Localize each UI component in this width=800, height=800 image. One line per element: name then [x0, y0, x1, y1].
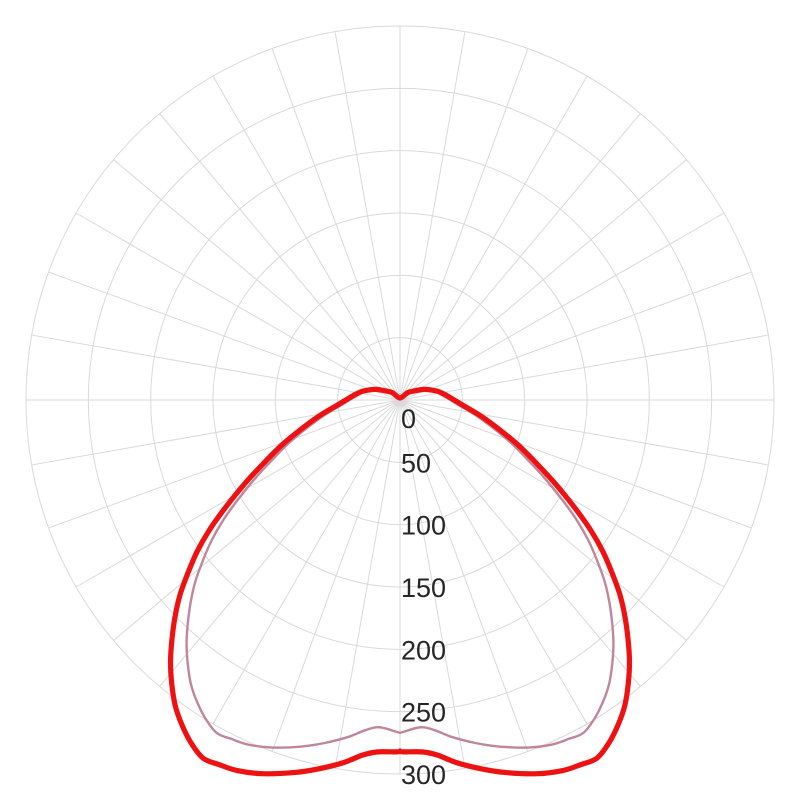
svg-text:150: 150	[401, 573, 446, 603]
svg-text:250: 250	[401, 698, 446, 728]
svg-text:100: 100	[401, 511, 446, 541]
svg-text:200: 200	[401, 635, 446, 665]
svg-text:300: 300	[401, 760, 446, 790]
svg-text:50: 50	[401, 448, 431, 478]
svg-text:0: 0	[401, 404, 416, 434]
